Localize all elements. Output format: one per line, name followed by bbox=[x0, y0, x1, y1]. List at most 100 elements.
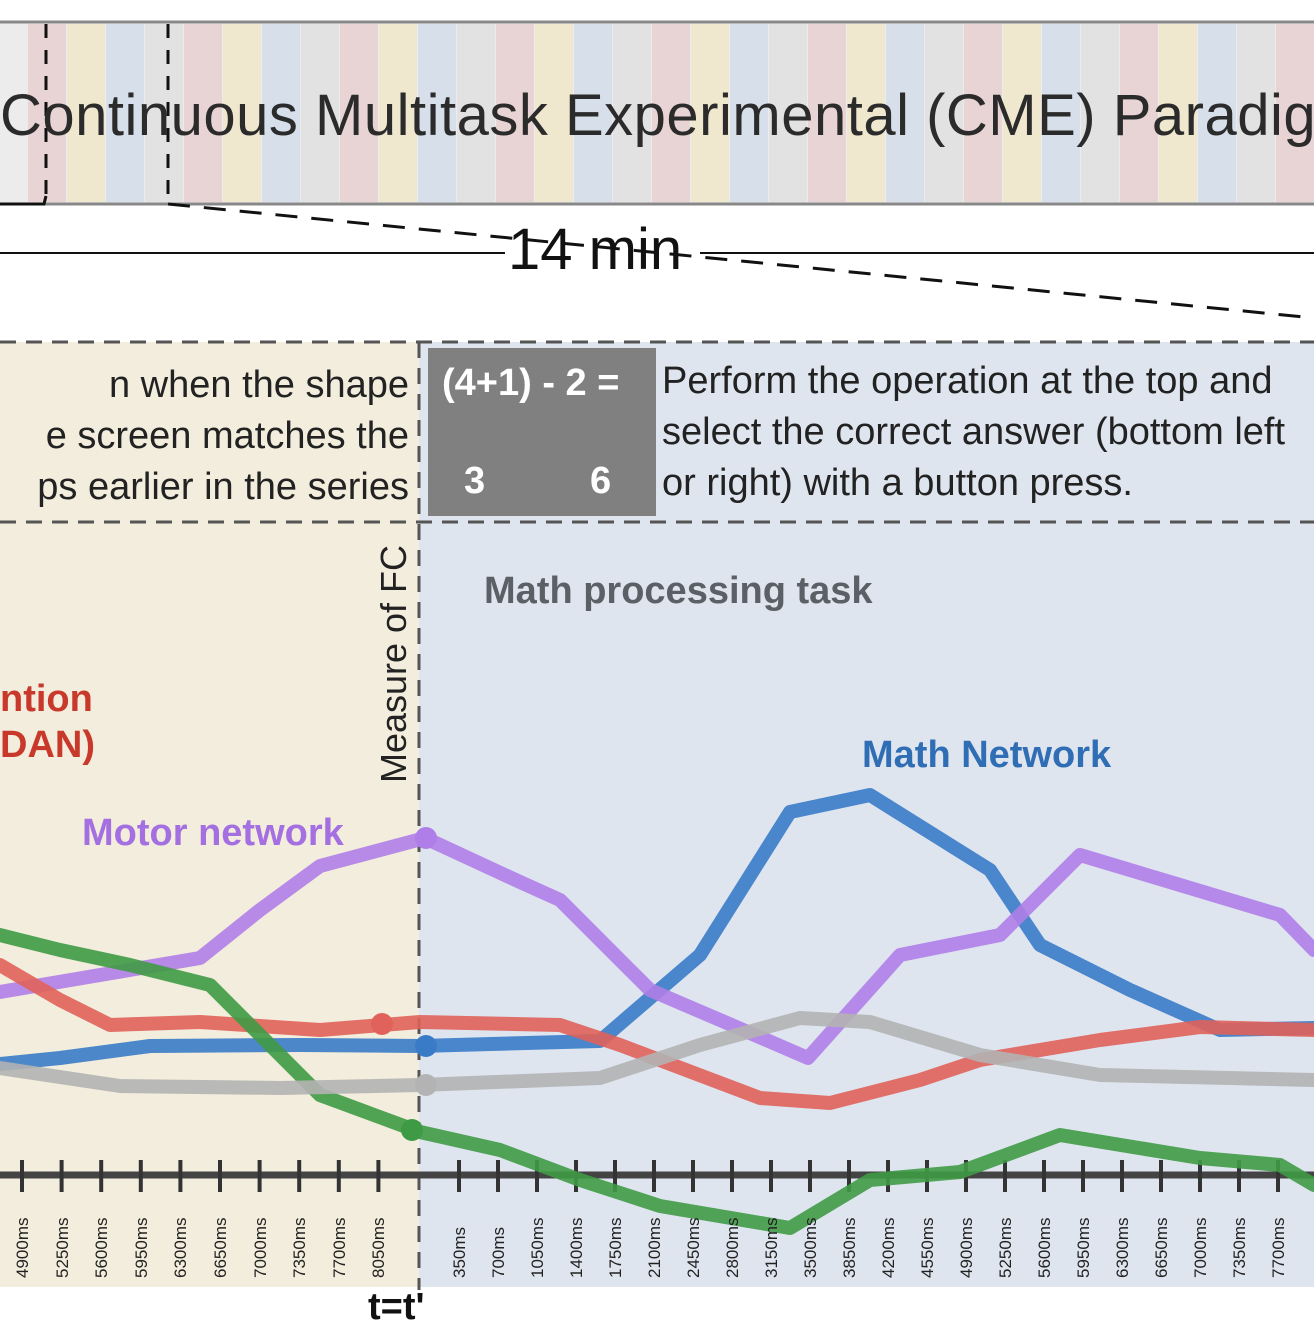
timeline-stripe bbox=[574, 24, 612, 202]
marker-green-t bbox=[401, 1119, 423, 1141]
stimulus-answer-right: 6 bbox=[590, 460, 612, 502]
series-line bbox=[0, 831, 1314, 1065]
timeline-stripe bbox=[379, 24, 417, 202]
tick-label: 5600ms bbox=[1035, 1217, 1054, 1278]
tick-label: 3500ms bbox=[801, 1217, 820, 1278]
tick-label: 5600ms bbox=[92, 1217, 112, 1278]
left-task-description: n when the shape e screen matches the ps… bbox=[37, 360, 409, 513]
tick-label: 4900ms bbox=[13, 1217, 32, 1278]
tick-label: 7000ms bbox=[1191, 1217, 1210, 1278]
timeline-stripe bbox=[886, 24, 924, 202]
tick-label: 4200ms bbox=[879, 1217, 898, 1278]
tick-label: 1400ms bbox=[567, 1217, 586, 1278]
time-axis bbox=[0, 1160, 1314, 1192]
timeline-stripe bbox=[67, 24, 105, 202]
timeline-stripe bbox=[769, 24, 807, 202]
timeline-stripe bbox=[925, 24, 963, 202]
math-network-label: Math Network bbox=[862, 734, 1112, 776]
motor-network-label: Motor network bbox=[82, 812, 344, 854]
timeline-stripe bbox=[964, 24, 1002, 202]
tick-label: 7350ms bbox=[290, 1217, 310, 1278]
timeline-stripe bbox=[847, 24, 885, 202]
tick-label: 6300ms bbox=[171, 1217, 191, 1278]
network-series bbox=[0, 788, 1314, 1235]
tick-label: 5950ms bbox=[131, 1217, 151, 1278]
tick-label: 7350ms bbox=[1230, 1217, 1249, 1278]
series-line bbox=[0, 1011, 1314, 1095]
dan-label-line2: DAN) bbox=[0, 724, 95, 766]
fc-axis-label: Measure of FC bbox=[373, 544, 414, 784]
timeline-stripe bbox=[262, 24, 300, 202]
stimulus-equation: (4+1) - 2 = bbox=[442, 362, 620, 404]
tick-label: 7700ms bbox=[1269, 1217, 1288, 1278]
timeline-stripe bbox=[1081, 24, 1119, 202]
timeline-stripe bbox=[730, 24, 768, 202]
timeline-stripe bbox=[340, 24, 378, 202]
dan-label-line1: ntion bbox=[0, 678, 93, 720]
tick-label: 350ms bbox=[450, 1226, 469, 1278]
timeline-stripe bbox=[1042, 24, 1080, 202]
series-line bbox=[0, 788, 1314, 1071]
tick-label: 6300ms bbox=[1113, 1217, 1132, 1278]
tick-label: 6650ms bbox=[1152, 1217, 1171, 1278]
series-line bbox=[0, 958, 1314, 1110]
duration-label: 14 min bbox=[508, 217, 683, 282]
time-marker-label: t=t' bbox=[368, 1286, 425, 1328]
timeline-stripe bbox=[1237, 24, 1275, 202]
math-stimulus: (4+1) - 2 = 3 6 bbox=[428, 348, 656, 516]
tick-label: 2100ms bbox=[645, 1217, 664, 1278]
timeline-stripe bbox=[613, 24, 651, 202]
left-desc-line: e screen matches the bbox=[45, 415, 409, 457]
math-task-label: Math processing task bbox=[484, 570, 873, 612]
zoom-window-marks bbox=[0, 24, 1314, 320]
right-task-description: Perform the operation at the top and sel… bbox=[662, 356, 1285, 509]
right-desc-line: Perform the operation at the top and bbox=[662, 360, 1273, 402]
timeline-stripe bbox=[652, 24, 690, 202]
timeline-bar bbox=[0, 20, 1314, 206]
timeline-stripe bbox=[1276, 24, 1314, 202]
panel-left-beige bbox=[0, 342, 419, 1287]
timeline-stripe bbox=[184, 24, 222, 202]
tick-label: 1750ms bbox=[606, 1217, 625, 1278]
tick-label: 3850ms bbox=[840, 1217, 859, 1278]
left-desc-line: ps earlier in the series bbox=[37, 466, 409, 508]
tick-label: 5250ms bbox=[52, 1217, 72, 1278]
right-desc-line: or right) with a button press. bbox=[662, 462, 1133, 504]
timeline-stripe bbox=[1003, 24, 1041, 202]
axis-ticks bbox=[20, 1160, 1280, 1192]
marker-math-t bbox=[415, 1035, 437, 1057]
tick-label: 3150ms bbox=[762, 1217, 781, 1278]
series-line bbox=[0, 928, 1314, 1235]
timeline-stripe bbox=[106, 24, 144, 202]
tick-label: 8050ms bbox=[369, 1217, 389, 1278]
tick-label: 5250ms bbox=[996, 1217, 1015, 1278]
tick-label: 4550ms bbox=[918, 1217, 937, 1278]
tick-label: 6650ms bbox=[211, 1217, 230, 1278]
tick-label: 2450ms bbox=[684, 1217, 703, 1278]
marker-grey-t bbox=[415, 1074, 437, 1096]
timeline-stripe bbox=[418, 24, 456, 202]
timeline-stripe bbox=[301, 24, 339, 202]
timeline-stripe bbox=[1198, 24, 1236, 202]
tick-label: 700ms bbox=[489, 1226, 508, 1278]
tick-label: 2800ms bbox=[723, 1217, 742, 1278]
timeline-stripe bbox=[808, 24, 846, 202]
timeline-stripe bbox=[1120, 24, 1158, 202]
tick-label: 4900ms bbox=[957, 1217, 976, 1278]
timeline-stripe bbox=[223, 24, 261, 202]
marker-dan-left bbox=[371, 1013, 393, 1035]
marker-motor-t bbox=[415, 827, 437, 849]
timeline-stripes bbox=[28, 24, 1314, 202]
timeline-stripe bbox=[535, 24, 573, 202]
stimulus-answer-left: 3 bbox=[464, 460, 486, 502]
timeline-stripe bbox=[457, 24, 495, 202]
left-desc-line: n when the shape bbox=[108, 364, 409, 406]
tick-label: 7000ms bbox=[250, 1217, 270, 1278]
timeline-stripe bbox=[496, 24, 534, 202]
tick-label: 5950ms bbox=[1074, 1217, 1093, 1278]
tick-label: 1050ms bbox=[528, 1217, 547, 1278]
timeline-stripe bbox=[1159, 24, 1197, 202]
right-desc-line: select the correct answer (bottom left bbox=[662, 411, 1286, 453]
timeline-stripe bbox=[145, 24, 183, 202]
